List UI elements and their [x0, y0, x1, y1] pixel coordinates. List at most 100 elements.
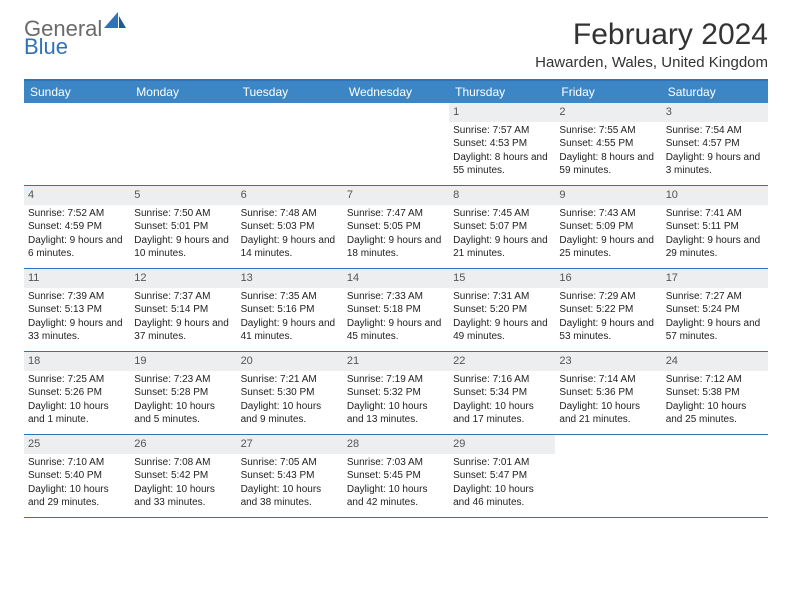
day-number: 20: [237, 352, 343, 371]
sunset-text: Sunset: 5:26 PM: [28, 386, 126, 400]
day-number: 1: [449, 103, 555, 122]
day-body: Sunrise: 7:31 AMSunset: 5:20 PMDaylight:…: [449, 288, 555, 348]
day-body: Sunrise: 7:01 AMSunset: 5:47 PMDaylight:…: [449, 454, 555, 514]
week-row: 4Sunrise: 7:52 AMSunset: 4:59 PMDaylight…: [24, 186, 768, 269]
sunset-text: Sunset: 5:20 PM: [453, 303, 551, 317]
day-number: 3: [662, 103, 768, 122]
day-body: Sunrise: 7:54 AMSunset: 4:57 PMDaylight:…: [662, 122, 768, 182]
daylight-text: Daylight: 8 hours and 59 minutes.: [559, 151, 657, 178]
daylight-text: Daylight: 10 hours and 17 minutes.: [453, 400, 551, 427]
day-body: Sunrise: 7:50 AMSunset: 5:01 PMDaylight:…: [130, 205, 236, 265]
sunrise-text: Sunrise: 7:12 AM: [666, 373, 764, 387]
daylight-text: Daylight: 10 hours and 29 minutes.: [28, 483, 126, 510]
daylight-text: Daylight: 10 hours and 33 minutes.: [134, 483, 232, 510]
sunset-text: Sunset: 5:45 PM: [347, 469, 445, 483]
daylight-text: Daylight: 9 hours and 37 minutes.: [134, 317, 232, 344]
daylight-text: Daylight: 10 hours and 38 minutes.: [241, 483, 339, 510]
day-body: Sunrise: 7:10 AMSunset: 5:40 PMDaylight:…: [24, 454, 130, 514]
day-number: 11: [24, 269, 130, 288]
logo-text-blue: Blue: [24, 36, 126, 58]
sunset-text: Sunset: 5:24 PM: [666, 303, 764, 317]
day-number: 25: [24, 435, 130, 454]
day-header-thursday: Thursday: [449, 81, 555, 103]
sunset-text: Sunset: 5:05 PM: [347, 220, 445, 234]
empty-cell: [343, 103, 449, 185]
empty-cell: [555, 435, 661, 517]
day-body: Sunrise: 7:48 AMSunset: 5:03 PMDaylight:…: [237, 205, 343, 265]
day-number: 19: [130, 352, 236, 371]
day-cell-15: 15Sunrise: 7:31 AMSunset: 5:20 PMDayligh…: [449, 269, 555, 351]
day-cell-17: 17Sunrise: 7:27 AMSunset: 5:24 PMDayligh…: [662, 269, 768, 351]
daylight-text: Daylight: 10 hours and 21 minutes.: [559, 400, 657, 427]
day-number: 17: [662, 269, 768, 288]
day-cell-25: 25Sunrise: 7:10 AMSunset: 5:40 PMDayligh…: [24, 435, 130, 517]
day-number: 15: [449, 269, 555, 288]
sail-icon: [104, 12, 126, 30]
sunset-text: Sunset: 5:28 PM: [134, 386, 232, 400]
day-cell-6: 6Sunrise: 7:48 AMSunset: 5:03 PMDaylight…: [237, 186, 343, 268]
day-cell-9: 9Sunrise: 7:43 AMSunset: 5:09 PMDaylight…: [555, 186, 661, 268]
day-body: Sunrise: 7:08 AMSunset: 5:42 PMDaylight:…: [130, 454, 236, 514]
day-header-monday: Monday: [130, 81, 236, 103]
day-header-sunday: Sunday: [24, 81, 130, 103]
sunset-text: Sunset: 5:22 PM: [559, 303, 657, 317]
day-number: 22: [449, 352, 555, 371]
day-body: Sunrise: 7:45 AMSunset: 5:07 PMDaylight:…: [449, 205, 555, 265]
sunrise-text: Sunrise: 7:03 AM: [347, 456, 445, 470]
sunrise-text: Sunrise: 7:41 AM: [666, 207, 764, 221]
day-body: Sunrise: 7:33 AMSunset: 5:18 PMDaylight:…: [343, 288, 449, 348]
day-body: Sunrise: 7:52 AMSunset: 4:59 PMDaylight:…: [24, 205, 130, 265]
day-header-tuesday: Tuesday: [237, 81, 343, 103]
sunset-text: Sunset: 5:07 PM: [453, 220, 551, 234]
day-number: 18: [24, 352, 130, 371]
day-body: Sunrise: 7:03 AMSunset: 5:45 PMDaylight:…: [343, 454, 449, 514]
day-cell-14: 14Sunrise: 7:33 AMSunset: 5:18 PMDayligh…: [343, 269, 449, 351]
week-row: 18Sunrise: 7:25 AMSunset: 5:26 PMDayligh…: [24, 352, 768, 435]
day-cell-19: 19Sunrise: 7:23 AMSunset: 5:28 PMDayligh…: [130, 352, 236, 434]
sunset-text: Sunset: 5:16 PM: [241, 303, 339, 317]
sunrise-text: Sunrise: 7:37 AM: [134, 290, 232, 304]
sunset-text: Sunset: 5:18 PM: [347, 303, 445, 317]
sunset-text: Sunset: 5:36 PM: [559, 386, 657, 400]
sunset-text: Sunset: 5:42 PM: [134, 469, 232, 483]
sunrise-text: Sunrise: 7:39 AM: [28, 290, 126, 304]
sunrise-text: Sunrise: 7:14 AM: [559, 373, 657, 387]
location: Hawarden, Wales, United Kingdom: [535, 54, 768, 71]
day-cell-22: 22Sunrise: 7:16 AMSunset: 5:34 PMDayligh…: [449, 352, 555, 434]
day-cell-21: 21Sunrise: 7:19 AMSunset: 5:32 PMDayligh…: [343, 352, 449, 434]
daylight-text: Daylight: 9 hours and 45 minutes.: [347, 317, 445, 344]
day-header-row: SundayMondayTuesdayWednesdayThursdayFrid…: [24, 81, 768, 103]
sunrise-text: Sunrise: 7:05 AM: [241, 456, 339, 470]
daylight-text: Daylight: 9 hours and 14 minutes.: [241, 234, 339, 261]
sunrise-text: Sunrise: 7:43 AM: [559, 207, 657, 221]
logo: GeneralBlue: [24, 18, 126, 58]
day-header-wednesday: Wednesday: [343, 81, 449, 103]
calendar: SundayMondayTuesdayWednesdayThursdayFrid…: [24, 79, 768, 518]
sunset-text: Sunset: 5:11 PM: [666, 220, 764, 234]
day-number: 8: [449, 186, 555, 205]
sunrise-text: Sunrise: 7:01 AM: [453, 456, 551, 470]
sunrise-text: Sunrise: 7:55 AM: [559, 124, 657, 138]
daylight-text: Daylight: 10 hours and 46 minutes.: [453, 483, 551, 510]
day-number: 7: [343, 186, 449, 205]
header: GeneralBlue February 2024 Hawarden, Wale…: [24, 18, 768, 71]
day-number: 16: [555, 269, 661, 288]
daylight-text: Daylight: 9 hours and 57 minutes.: [666, 317, 764, 344]
sunset-text: Sunset: 5:34 PM: [453, 386, 551, 400]
day-number: 24: [662, 352, 768, 371]
sunrise-text: Sunrise: 7:21 AM: [241, 373, 339, 387]
sunrise-text: Sunrise: 7:47 AM: [347, 207, 445, 221]
day-body: Sunrise: 7:19 AMSunset: 5:32 PMDaylight:…: [343, 371, 449, 431]
day-number: 28: [343, 435, 449, 454]
day-cell-20: 20Sunrise: 7:21 AMSunset: 5:30 PMDayligh…: [237, 352, 343, 434]
daylight-text: Daylight: 9 hours and 49 minutes.: [453, 317, 551, 344]
day-number: 5: [130, 186, 236, 205]
sunrise-text: Sunrise: 7:19 AM: [347, 373, 445, 387]
daylight-text: Daylight: 10 hours and 9 minutes.: [241, 400, 339, 427]
day-number: 29: [449, 435, 555, 454]
sunset-text: Sunset: 5:32 PM: [347, 386, 445, 400]
daylight-text: Daylight: 9 hours and 6 minutes.: [28, 234, 126, 261]
sunset-text: Sunset: 5:09 PM: [559, 220, 657, 234]
day-cell-10: 10Sunrise: 7:41 AMSunset: 5:11 PMDayligh…: [662, 186, 768, 268]
sunset-text: Sunset: 5:01 PM: [134, 220, 232, 234]
